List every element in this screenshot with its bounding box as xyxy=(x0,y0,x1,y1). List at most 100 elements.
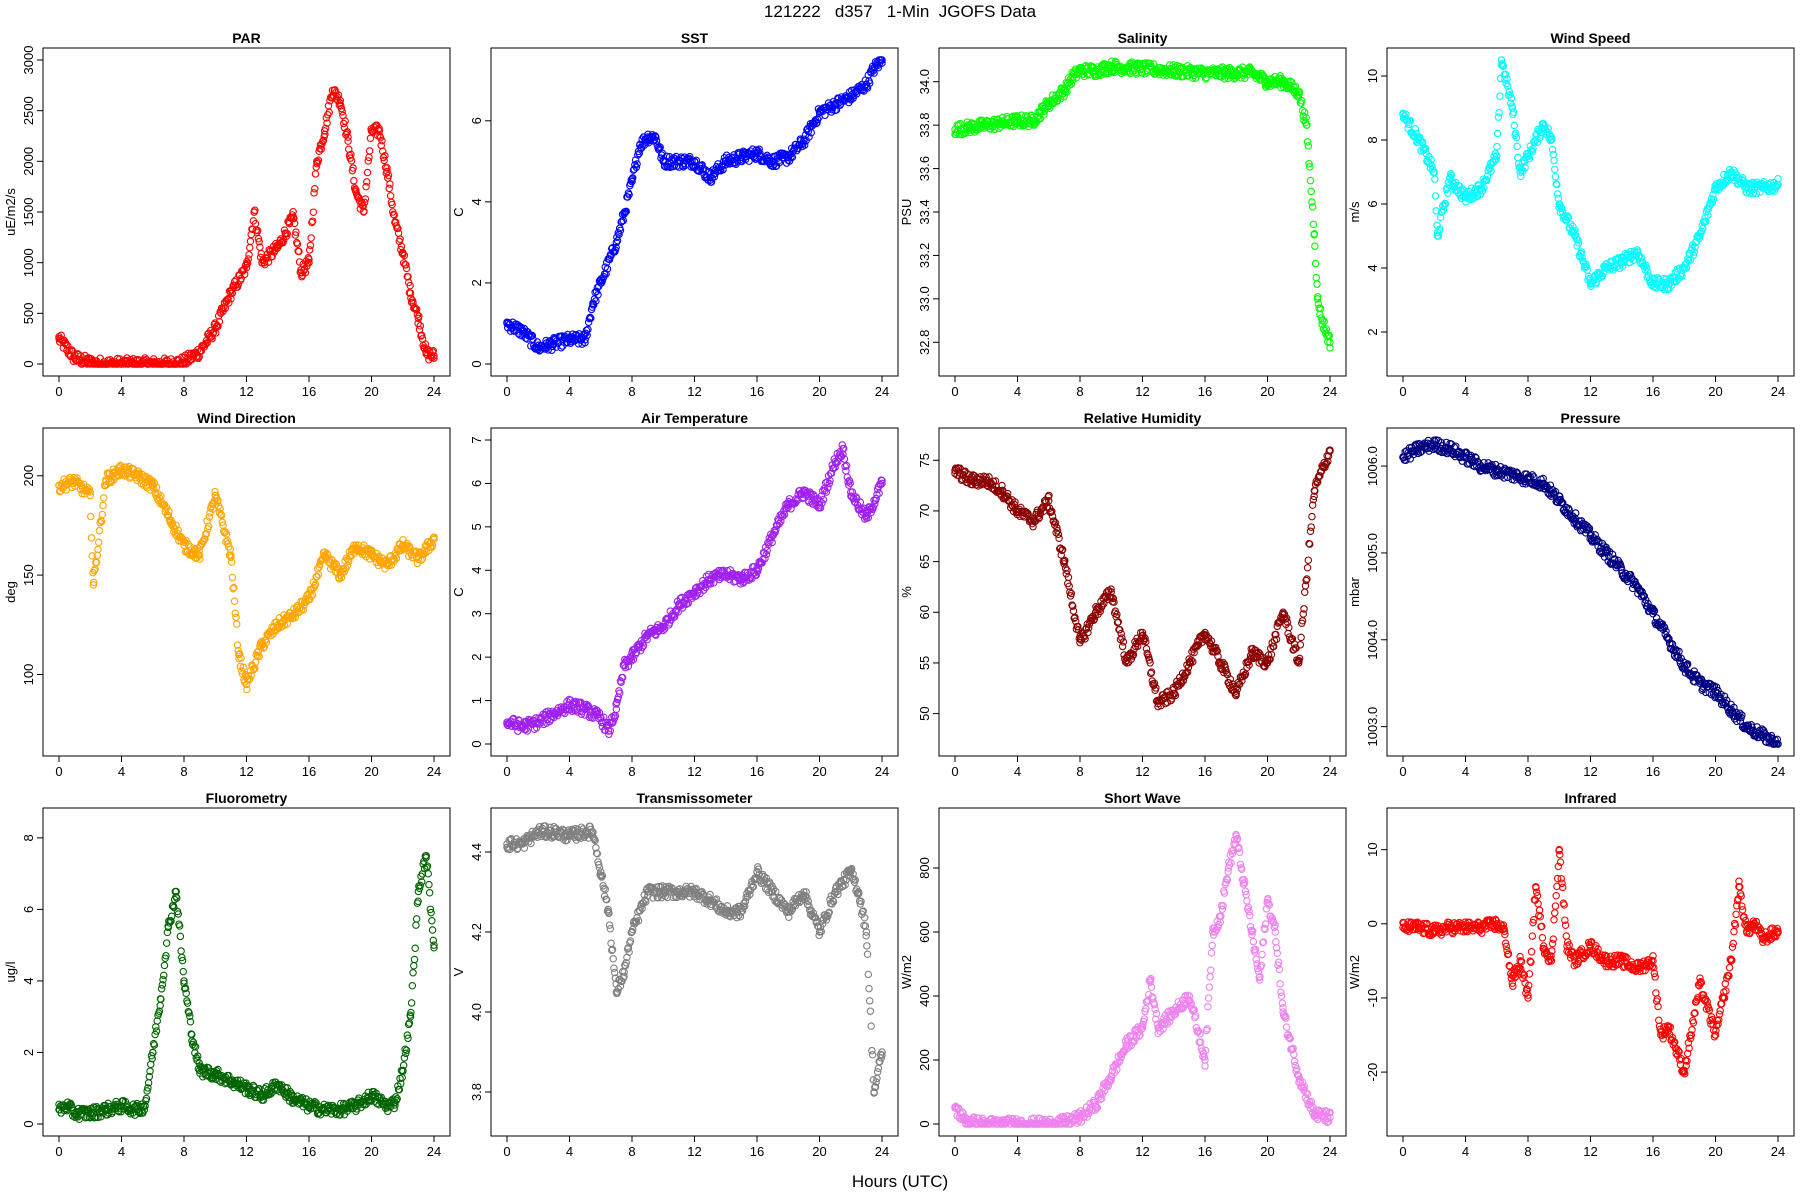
data-point xyxy=(190,545,198,554)
data-point xyxy=(221,528,229,536)
data-point xyxy=(863,84,872,92)
data-point xyxy=(209,329,217,337)
data-point xyxy=(865,79,874,87)
x-tick-label: 8 xyxy=(1076,764,1083,779)
data-point xyxy=(1549,150,1558,159)
x-tick-label: 8 xyxy=(180,384,187,399)
data-point xyxy=(1431,175,1439,183)
data-point xyxy=(1492,155,1500,164)
data-point xyxy=(652,133,660,141)
data-point xyxy=(772,526,780,534)
x-tick-label: 20 xyxy=(364,764,378,779)
y-tick-label: 0 xyxy=(21,360,36,367)
data-point xyxy=(1089,63,1098,72)
data-point xyxy=(317,145,326,153)
data-point xyxy=(1487,167,1495,175)
x-tick-label: 8 xyxy=(180,1144,187,1159)
data-point xyxy=(1411,125,1420,133)
data-point xyxy=(219,303,228,311)
data-point xyxy=(1319,316,1327,324)
data-point xyxy=(627,657,636,665)
data-point xyxy=(359,202,367,210)
data-point xyxy=(363,178,371,186)
data-point xyxy=(201,535,209,543)
data-point xyxy=(390,211,399,219)
y-tick-label: 3 xyxy=(469,610,484,617)
y-tick-label: 2500 xyxy=(21,96,36,125)
data-point xyxy=(254,234,263,243)
data-point xyxy=(850,494,858,503)
plot-frame xyxy=(1386,47,1795,377)
data-point xyxy=(1690,248,1698,256)
data-point xyxy=(602,270,610,278)
data-point xyxy=(1428,161,1436,170)
data-point xyxy=(842,461,851,470)
data-point xyxy=(1460,186,1469,195)
data-point xyxy=(404,273,412,281)
data-point xyxy=(1512,134,1521,142)
data-point xyxy=(584,325,592,334)
data-point xyxy=(381,151,389,160)
data-point xyxy=(652,136,661,145)
x-tick-label: 12 xyxy=(1135,384,1149,399)
data-point xyxy=(160,971,168,980)
data-point xyxy=(779,512,787,520)
data-point xyxy=(1521,164,1529,172)
data-point xyxy=(1506,91,1514,99)
data-point xyxy=(1493,142,1501,151)
data-point xyxy=(310,189,318,197)
y-axis-label: ug/l xyxy=(3,961,18,982)
x-tick-label: 4 xyxy=(1014,764,1021,779)
data-point xyxy=(92,558,101,567)
data-point xyxy=(201,340,209,349)
data-point xyxy=(1421,144,1430,153)
data-point xyxy=(98,510,107,519)
data-point xyxy=(407,294,415,303)
data-point xyxy=(634,151,642,159)
data-point xyxy=(782,504,791,513)
data-point xyxy=(293,240,302,248)
data-point xyxy=(364,157,372,165)
data-points xyxy=(503,441,886,739)
figure-title: 121222 d357 1-Min JGOFS Data xyxy=(763,2,1037,21)
data-point xyxy=(523,727,531,735)
data-point xyxy=(1499,62,1508,71)
panel-title: Fluorometry xyxy=(206,790,288,806)
data-point xyxy=(1548,135,1556,143)
data-point xyxy=(691,158,699,166)
data-point xyxy=(1682,264,1690,272)
x-tick-label: 24 xyxy=(427,764,441,779)
y-tick-label: 8 xyxy=(21,834,36,841)
data-point xyxy=(316,560,324,569)
data-point xyxy=(418,555,427,563)
data-point xyxy=(719,165,727,174)
y-tick-label: 32.8 xyxy=(917,330,932,355)
data-point xyxy=(1752,190,1761,198)
x-tick-label: 8 xyxy=(628,384,635,399)
data-point xyxy=(716,166,724,174)
data-point xyxy=(1434,232,1443,240)
data-point xyxy=(1314,300,1323,308)
data-point xyxy=(264,254,272,262)
data-point xyxy=(1574,239,1583,247)
data-point xyxy=(214,322,222,331)
x-tick-label: 0 xyxy=(1399,764,1406,779)
data-point xyxy=(1431,192,1440,200)
data-point xyxy=(611,711,620,720)
data-point xyxy=(402,264,411,273)
data-point xyxy=(1662,275,1670,283)
data-point xyxy=(421,340,430,348)
data-point xyxy=(597,714,605,722)
data-point xyxy=(234,280,242,289)
y-tick-label: 2 xyxy=(21,1049,36,1056)
data-point xyxy=(736,580,745,588)
data-point xyxy=(1304,556,1313,564)
data-point xyxy=(233,641,242,649)
data-point xyxy=(1501,70,1510,79)
x-tick-label: 12 xyxy=(1135,764,1149,779)
data-point xyxy=(1280,77,1289,85)
data-point xyxy=(85,485,94,493)
